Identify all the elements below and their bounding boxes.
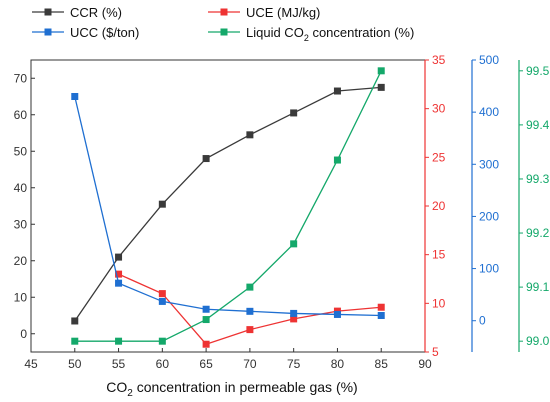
ccr-line xyxy=(74,86,382,322)
x-axis-label: CO2 concentration in permeable gas (%) xyxy=(106,379,357,399)
left-y-tick-label: 60 xyxy=(14,108,28,122)
x-tick-label: 45 xyxy=(24,357,38,371)
liquid-point xyxy=(333,156,341,164)
uce-point xyxy=(158,290,166,298)
x-tick-label: 60 xyxy=(156,357,170,371)
left-y-tick-label: 30 xyxy=(14,217,28,231)
ucc-point xyxy=(202,305,210,313)
uce-point xyxy=(246,326,254,334)
ucc-y-tick-label: 200 xyxy=(479,209,499,223)
ucc-y-tick-label: 400 xyxy=(479,105,499,119)
liquid-point xyxy=(115,337,123,345)
legend-uce-label: UCE (MJ/kg) xyxy=(246,5,320,20)
uce-y-tick-label: 20 xyxy=(432,199,446,213)
ccr-point xyxy=(158,200,166,208)
x-tick-label: 65 xyxy=(199,357,213,371)
left-y-tick-label: 0 xyxy=(20,327,27,341)
liquid-point xyxy=(158,337,166,345)
left-y-tick-label: 20 xyxy=(14,254,28,268)
ucc-point xyxy=(71,93,79,100)
ucc-y-tick-label: 100 xyxy=(479,262,499,276)
ucc-point xyxy=(290,309,298,317)
series-layer xyxy=(71,67,385,348)
liquid-y-tick-label: 99.1 xyxy=(526,280,550,294)
legend-ccr-label: CCR (%) xyxy=(70,5,122,20)
x-tick-label: 90 xyxy=(418,357,432,371)
legend-liquid-swatch-marker xyxy=(220,28,228,36)
uce-y-tick-label: 5 xyxy=(432,345,439,359)
liquid-point xyxy=(290,240,298,248)
ucc-y-tick-label: 500 xyxy=(479,53,499,67)
axes: 45 50 55 60 65 70 75 80 85 90 0 10 20 30 40 50 60 70 5 10 15… xyxy=(14,53,550,371)
ucc-y-tick-label: 300 xyxy=(479,157,499,171)
liquid-y-tick-label: 99.4 xyxy=(526,118,550,132)
ccr-point xyxy=(115,253,123,261)
ucc-line xyxy=(74,96,382,317)
legend-ccr-swatch-marker xyxy=(44,8,52,16)
left-y-tick-label: 10 xyxy=(14,290,28,304)
x-tick-label: 55 xyxy=(112,357,126,371)
ccr-point xyxy=(202,155,210,163)
ucc-point xyxy=(377,312,385,319)
liquid-point xyxy=(377,67,385,75)
ccr-point xyxy=(290,109,298,117)
liquid-y-tick-label: 99.0 xyxy=(526,334,550,348)
legend-ucc-label: UCC ($/ton) xyxy=(70,25,139,40)
left-y-tick-label: 70 xyxy=(14,71,28,85)
legend-uce-swatch-marker xyxy=(220,8,228,16)
liquid-y-tick-label: 99.3 xyxy=(526,172,550,186)
x-tick-label: 75 xyxy=(287,357,301,371)
uce-y-tick-label: 30 xyxy=(432,102,446,116)
uce-y-tick-label: 15 xyxy=(432,248,446,262)
ucc-point xyxy=(333,310,341,318)
uce-y-tick-label: 10 xyxy=(432,296,446,310)
x-tick-label: 70 xyxy=(243,357,257,371)
ucc-y-tick-label: 0 xyxy=(479,314,486,328)
ccr-point xyxy=(71,317,79,325)
uce-point xyxy=(115,270,123,278)
uce-point xyxy=(290,315,298,323)
x-tick-label: 85 xyxy=(375,357,389,371)
uce-y-tick-label: 35 xyxy=(432,53,446,67)
x-tick-label: 80 xyxy=(331,357,345,371)
ccr-point xyxy=(333,87,341,95)
uce-y-tick-label: 25 xyxy=(432,150,446,164)
ucc-point xyxy=(246,307,254,315)
ucc-point xyxy=(158,297,166,305)
legend: CCR (%) UCE (MJ/kg) UCC ($/ton) Liquid CO2 … xyxy=(32,5,414,43)
ucc-point xyxy=(115,279,123,287)
ccr-point xyxy=(377,83,385,91)
liquid-line xyxy=(74,70,382,342)
liquid-point xyxy=(246,283,254,291)
legend-ucc-swatch-marker xyxy=(44,28,52,36)
liquid-y-tick-label: 99.2 xyxy=(526,226,550,240)
left-y-tick-label: 40 xyxy=(14,181,28,195)
liquid-point xyxy=(71,337,79,345)
left-y-tick-label: 50 xyxy=(14,144,28,158)
x-axis-label-group: CO2 concentration in permeable gas (%) xyxy=(106,379,357,399)
liquid-y-tick-label: 99.5 xyxy=(526,64,550,78)
uce-point xyxy=(377,303,385,311)
ccr-point xyxy=(246,131,254,139)
uce-point xyxy=(202,340,210,348)
x-tick-label: 50 xyxy=(68,357,82,371)
liquid-point xyxy=(202,316,210,324)
legend-liquid-label: Liquid CO2 concentration (%) xyxy=(246,25,414,43)
